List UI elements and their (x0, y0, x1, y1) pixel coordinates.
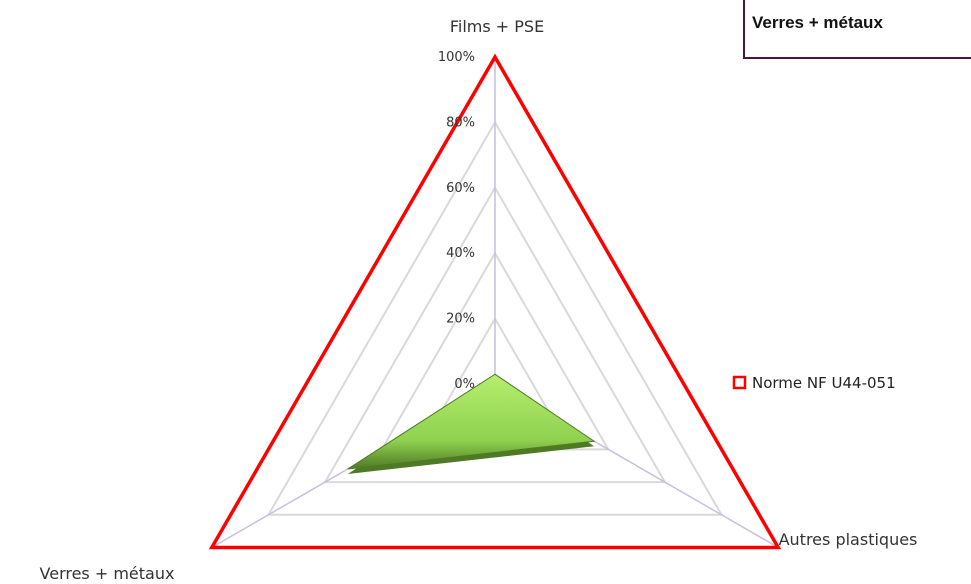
category-label-films-pse: Films + PSE (450, 17, 544, 36)
series-norme-outline (208, 53, 782, 550)
tick-label: 80% (446, 115, 475, 130)
tick-label: 0% (454, 377, 475, 392)
tick-label: 20% (446, 312, 475, 327)
title-box-text: Verres + métaux (752, 13, 883, 32)
category-label-autres-plastiques: Autres plastiques (779, 530, 918, 549)
radar-spokes (211, 57, 779, 549)
category-label-verres-metaux: Verres + métaux (40, 564, 175, 583)
legend-swatch-norme (732, 375, 747, 390)
series-filled-area (347, 373, 596, 470)
tick-label: 60% (446, 181, 475, 196)
title-box: Verres + métaux (743, 0, 971, 59)
grid-ring (323, 185, 667, 484)
grid-ring (266, 120, 724, 516)
radar-tick-labels: 0% 20% 40% 60% 80% 100% (438, 50, 475, 392)
tick-label: 100% (438, 50, 475, 65)
radar-series (208, 53, 782, 550)
legend: Norme NF U44-051 (732, 374, 896, 392)
legend-label-norme: Norme NF U44-051 (752, 374, 896, 392)
tick-label: 40% (446, 246, 475, 261)
